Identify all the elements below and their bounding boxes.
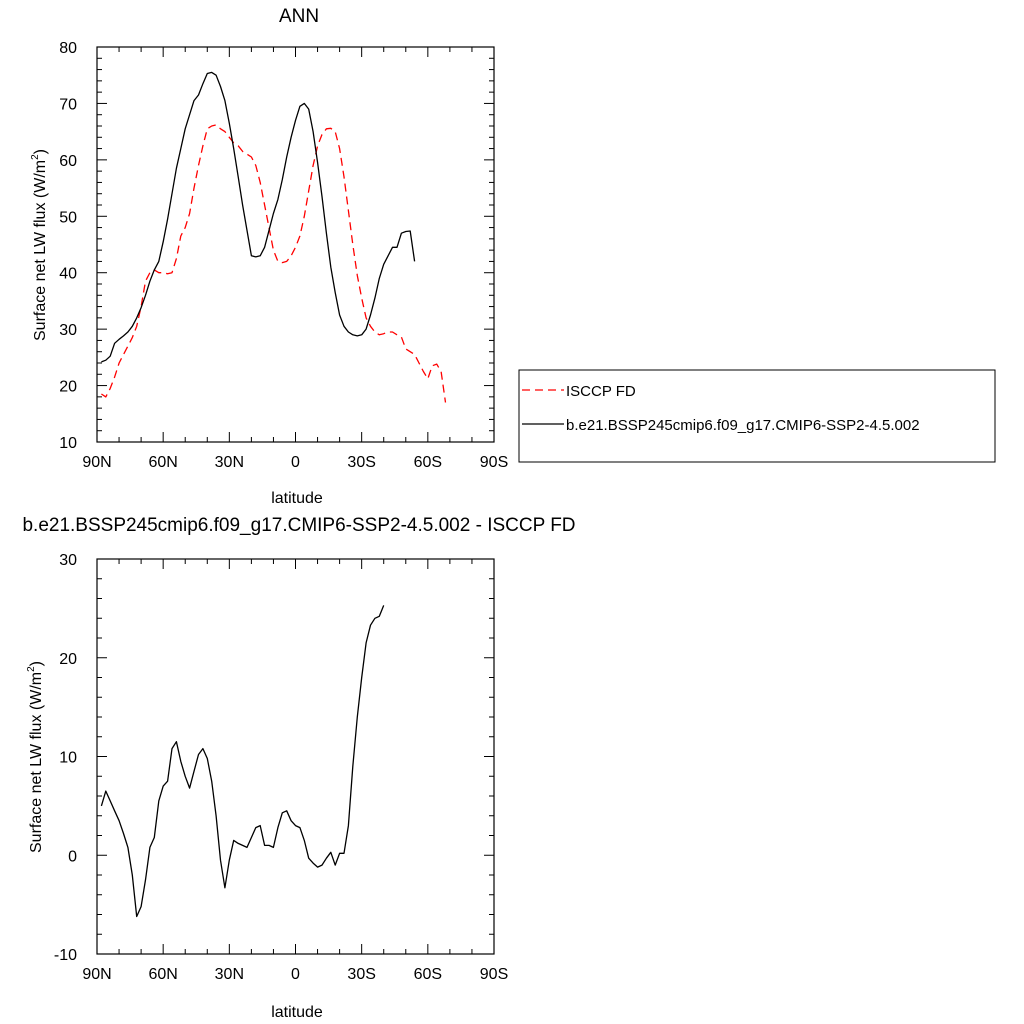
bottom-x-axis: 90N 60N 30N 0 30S 60S 90S <box>82 559 508 983</box>
legend-box <box>518 369 996 463</box>
bottom-y-tick-label: -10 <box>54 947 77 964</box>
bottom-y-axis-title: Surface net LW flux (W/m2) <box>26 661 45 853</box>
bottom-y-tick-label: 30 <box>59 552 77 569</box>
top-x-tick-label: 0 <box>291 454 300 471</box>
bottom-y-tick-label: 20 <box>59 651 77 668</box>
top-y-tick-label: 40 <box>59 266 77 283</box>
top-series-lines <box>101 71 447 403</box>
top-x-tick-label: 30S <box>347 454 375 471</box>
top-series-line-model <box>101 71 416 363</box>
bottom-chart-title: b.e21.BSSP245cmip6.f09_g17.CMIP6-SSP2-4.… <box>22 515 575 536</box>
bottom-series-line-model <box>100 605 385 918</box>
top-y-tick-label: 50 <box>59 209 77 226</box>
top-y-axis: 10 20 30 40 50 60 70 80 <box>59 40 494 452</box>
legend-label-obs: ISCCP FD <box>566 383 636 400</box>
top-y-axis-title-superscript: 2 <box>30 154 41 160</box>
top-panel: ANN 90N 60N 30N 0 30S 60S 90S 10 20 30 40 50 60 70 80… <box>30 6 996 507</box>
bottom-x-tick-label: 60N <box>148 966 177 983</box>
top-series-line-obs <box>101 124 447 403</box>
top-x-axis: 90N 60N 30N 0 30S 60S 90S <box>82 47 508 471</box>
top-y-axis-title-close: ) <box>32 149 49 154</box>
top-plot-frame <box>96 46 495 443</box>
top-y-tick-label: 70 <box>59 96 77 113</box>
bottom-y-tick-label: 0 <box>68 848 77 865</box>
bottom-y-axis-title-superscript: 2 <box>26 666 37 672</box>
top-x-tick-label: 30N <box>215 454 244 471</box>
top-y-tick-label: 10 <box>59 435 77 452</box>
legend-label-model: b.e21.BSSP245cmip6.f09_g17.CMIP6-SSP2-4.… <box>566 417 920 434</box>
top-y-axis-title-main: Surface net LW flux (W/m <box>32 160 49 341</box>
top-chart-title: ANN <box>279 6 319 27</box>
top-y-tick-label: 80 <box>59 40 77 57</box>
bottom-x-axis-title: latitude <box>271 1004 323 1021</box>
bottom-x-tick-label: 60S <box>414 966 442 983</box>
top-x-axis-title: latitude <box>271 490 323 507</box>
top-y-tick-label: 60 <box>59 153 77 170</box>
top-x-tick-label: 90N <box>82 454 111 471</box>
bottom-x-tick-label: 90S <box>480 966 508 983</box>
legend: ISCCP FD b.e21.BSSP245cmip6.f09_g17.CMIP… <box>518 369 996 463</box>
bottom-x-tick-label: 30N <box>215 966 244 983</box>
bottom-plot-frame <box>96 558 495 955</box>
top-y-tick-label: 20 <box>59 379 77 396</box>
bottom-x-tick-label: 30S <box>347 966 375 983</box>
bottom-y-tick-label: 10 <box>59 750 77 767</box>
bottom-y-axis-title-close: ) <box>28 661 45 666</box>
top-x-tick-label: 60N <box>148 454 177 471</box>
bottom-x-tick-label: 0 <box>291 966 300 983</box>
bottom-panel: b.e21.BSSP245cmip6.f09_g17.CMIP6-SSP2-4.… <box>22 515 575 1021</box>
bottom-y-axis: -10 0 10 20 30 <box>54 552 494 964</box>
top-x-tick-label: 60S <box>414 454 442 471</box>
bottom-y-axis-title-main: Surface net LW flux (W/m <box>28 672 45 853</box>
bottom-series-lines <box>100 605 385 918</box>
top-y-axis-title: Surface net LW flux (W/m2) <box>30 149 49 341</box>
bottom-x-tick-label: 90N <box>82 966 111 983</box>
top-y-tick-label: 30 <box>59 322 77 339</box>
top-x-tick-label: 90S <box>480 454 508 471</box>
